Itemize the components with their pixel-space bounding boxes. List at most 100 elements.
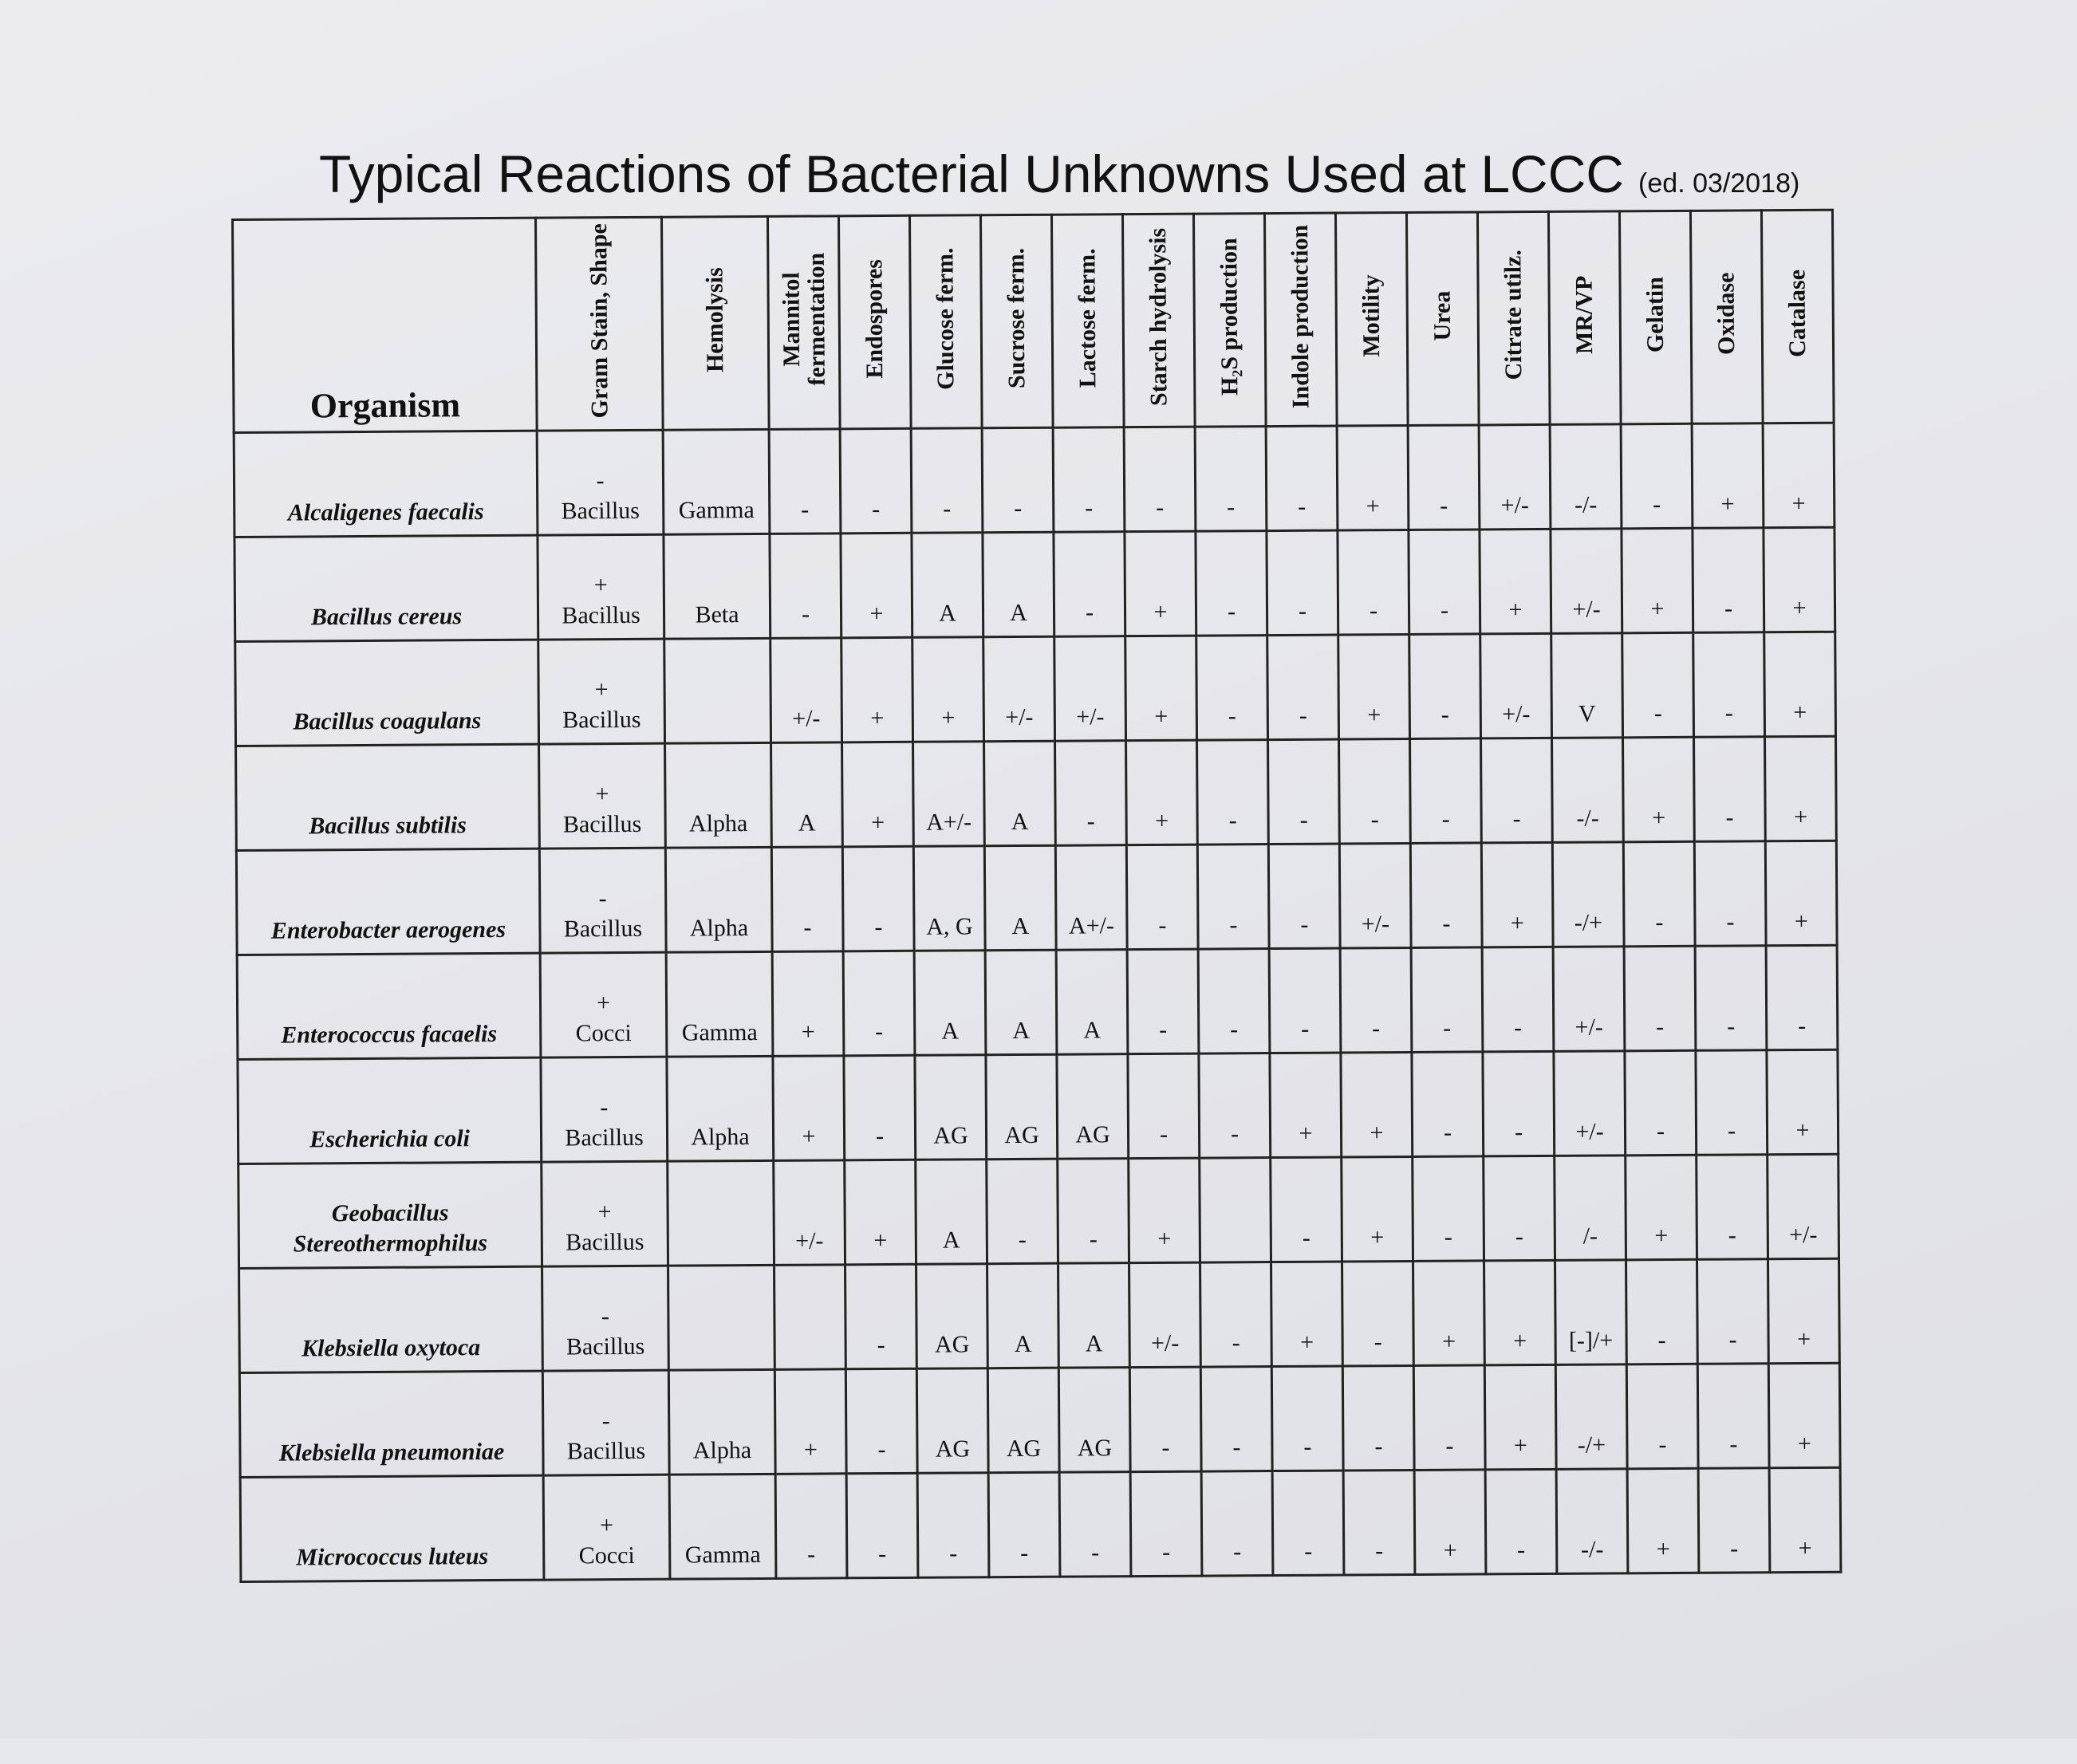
result-cell: - bbox=[1410, 842, 1483, 948]
result-cell: - bbox=[1053, 531, 1125, 637]
result-cell: - bbox=[1195, 530, 1267, 636]
column-header: MR/VP bbox=[1548, 211, 1622, 425]
result-cell: - bbox=[1271, 1366, 1344, 1471]
column-header: Oxidase bbox=[1690, 210, 1764, 424]
result-cell: - bbox=[1272, 1471, 1344, 1576]
result-cell: + Bacillus bbox=[538, 639, 665, 745]
header-row: Organism Gram Stain, Shape Hemolysis Mannit… bbox=[232, 210, 1835, 433]
column-header: Indole production bbox=[1264, 213, 1338, 427]
result-cell: + bbox=[1621, 528, 1693, 633]
result-cell: + bbox=[1769, 1467, 1841, 1573]
result-cell: -/- bbox=[1556, 1468, 1628, 1574]
result-cell: + bbox=[840, 533, 912, 638]
result-cell: - Bacillus bbox=[542, 1370, 670, 1476]
result-cell: - bbox=[1623, 841, 1696, 947]
column-header-text: Indole production bbox=[1287, 224, 1314, 409]
result-cell: - bbox=[845, 1264, 917, 1369]
result-cell: A bbox=[1058, 1262, 1130, 1368]
result-cell: - bbox=[1409, 633, 1481, 739]
result-cell: - bbox=[1197, 844, 1270, 950]
result-cell: - bbox=[1482, 1051, 1555, 1156]
result-cell: - bbox=[1624, 1050, 1697, 1156]
result-cell: - bbox=[917, 1472, 989, 1578]
result-cell: A bbox=[770, 742, 843, 848]
result-cell: + bbox=[772, 1055, 845, 1161]
column-header-text: Citrate utilz. bbox=[1500, 250, 1527, 380]
result-cell: - bbox=[845, 1368, 918, 1474]
result-cell: +/- bbox=[1553, 1050, 1626, 1156]
result-cell: + Cocci bbox=[540, 952, 667, 1058]
result-cell bbox=[667, 1160, 774, 1266]
result-cell: - bbox=[1342, 1365, 1415, 1471]
result-cell: - bbox=[1268, 844, 1341, 949]
result-cell: - bbox=[1266, 530, 1338, 636]
result-cell: - Bacillus bbox=[539, 848, 667, 954]
organism-name: Bacillus cereus bbox=[234, 535, 538, 642]
result-cell: - bbox=[1697, 1258, 1769, 1364]
organism-name: Bacillus subtilis bbox=[235, 744, 540, 851]
result-cell: - bbox=[1766, 945, 1838, 1050]
result-cell bbox=[774, 1264, 846, 1370]
organism-row: Alcaligenes faecalis - Bacillus Gamma - - - - -… bbox=[234, 423, 1835, 537]
result-cell: + bbox=[1484, 1364, 1557, 1470]
column-header: Endospores bbox=[838, 215, 912, 429]
column-header: Catalase bbox=[1761, 210, 1835, 423]
result-cell: +/- bbox=[983, 636, 1055, 742]
organism-name: Escherichia coli bbox=[237, 1057, 542, 1164]
result-cell: - bbox=[771, 846, 844, 952]
result-cell: + bbox=[1763, 527, 1835, 632]
organism-row: Bacillus cereus + Bacillus Beta - + A A - + - - - - +… bbox=[234, 527, 1835, 642]
result-cell: Alpha bbox=[666, 1056, 774, 1162]
result-cell: A bbox=[983, 741, 1056, 846]
result-cell: - bbox=[1482, 947, 1554, 1052]
column-header: Organism bbox=[232, 218, 538, 433]
result-cell: + bbox=[841, 742, 914, 847]
column-header-text: Motility bbox=[1358, 274, 1385, 358]
result-cell: - bbox=[1409, 738, 1482, 844]
result-cell: - bbox=[1127, 1053, 1200, 1159]
result-cell: + bbox=[1763, 423, 1835, 528]
result-cell: - bbox=[775, 1473, 847, 1579]
result-cell: - bbox=[1129, 1367, 1202, 1472]
result-cell: AG bbox=[916, 1368, 989, 1474]
column-header-text: Urea bbox=[1429, 290, 1456, 341]
result-cell: -/- bbox=[1551, 737, 1624, 843]
result-cell: - bbox=[1130, 1471, 1202, 1577]
column-header: Hemolysis bbox=[661, 216, 770, 431]
column-header: Sucrose ferm. bbox=[980, 215, 1054, 428]
result-cell: Gamma bbox=[669, 1474, 776, 1580]
organism-row: Klebsiella pneumoniae - Bacillus Alpha + - AG… bbox=[239, 1363, 1841, 1478]
result-cell: A bbox=[915, 1159, 987, 1265]
column-header-text: Glucose ferm. bbox=[932, 247, 960, 390]
result-cell: - bbox=[986, 1159, 1058, 1264]
result-cell: + bbox=[1766, 1049, 1839, 1155]
result-cell: - bbox=[842, 846, 915, 951]
result-cell: + bbox=[1479, 529, 1551, 634]
result-cell: - bbox=[1198, 948, 1270, 1054]
column-header: Motility bbox=[1335, 212, 1409, 427]
result-cell: A, G bbox=[913, 845, 986, 951]
column-header: Mannitol fermentation bbox=[767, 215, 841, 430]
result-cell: AG bbox=[914, 1054, 987, 1160]
result-cell: - bbox=[1343, 1470, 1415, 1576]
result-cell: - bbox=[911, 427, 983, 534]
result-cell: /- bbox=[1554, 1155, 1626, 1261]
result-cell: - bbox=[1266, 426, 1338, 531]
result-cell: + Bacillus bbox=[538, 743, 666, 849]
result-cell: - bbox=[1695, 945, 1767, 1051]
result-cell: - bbox=[1480, 738, 1553, 843]
organism-name: Klebsiella pneumoniae bbox=[239, 1371, 544, 1478]
result-cell: + bbox=[1764, 736, 1837, 841]
result-cell: - bbox=[769, 428, 841, 534]
result-cell: - bbox=[1267, 739, 1340, 845]
result-cell: - bbox=[1694, 841, 1767, 947]
result-cell: - bbox=[1697, 1363, 1770, 1469]
result-cell: A bbox=[911, 532, 983, 638]
column-header-text: Lactose ferm. bbox=[1074, 247, 1102, 388]
result-cell: - bbox=[982, 427, 1054, 533]
edition: (ed. 03/2018) bbox=[1638, 168, 1800, 199]
result-cell: +/- bbox=[1054, 636, 1126, 742]
result-cell: - bbox=[1626, 1364, 1699, 1469]
